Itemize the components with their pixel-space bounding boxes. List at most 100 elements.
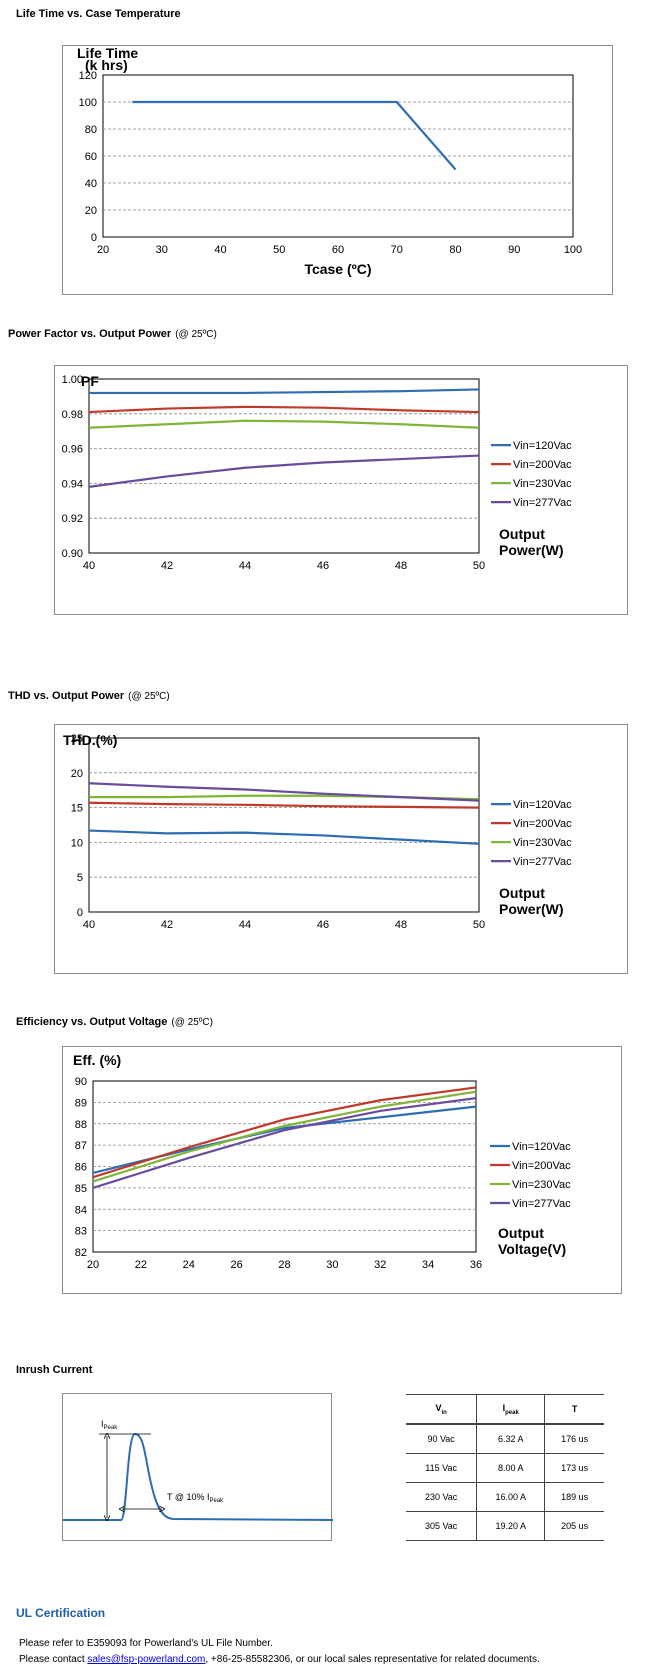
y-tick-label: 5 bbox=[77, 872, 83, 884]
inrush-section-title: Inrush Current bbox=[16, 1364, 92, 1376]
legend-label: Vin=277Vac bbox=[513, 497, 572, 509]
inrush-waveform-box: IPeak T @ 10% IPeak bbox=[62, 1393, 334, 1542]
legend-label: Vin=120Vac bbox=[512, 1141, 571, 1153]
x-tick-label: 34 bbox=[422, 1259, 434, 1271]
legend-label: Vin=277Vac bbox=[513, 856, 572, 868]
y-tick-label: 0.90 bbox=[62, 548, 83, 560]
y-tick-label: 89 bbox=[75, 1097, 87, 1109]
series-line bbox=[89, 388, 480, 395]
x-tick-label: 48 bbox=[395, 560, 407, 572]
ipeak-label: IPeak bbox=[101, 1419, 118, 1431]
legend-label: Vin=120Vac bbox=[513, 440, 572, 452]
series-line bbox=[92, 1086, 477, 1179]
contact-prefix: Please contact bbox=[19, 1654, 88, 1665]
y-tick-label: 87 bbox=[75, 1140, 87, 1152]
x-axis-label: Tcase (ºC) bbox=[304, 261, 371, 277]
plot-area bbox=[88, 737, 480, 913]
x-tick-label: 100 bbox=[564, 244, 582, 256]
x-tick-label: 24 bbox=[183, 1259, 195, 1271]
eff-title-text: Efficiency vs. Output Voltage bbox=[16, 1016, 168, 1028]
legend-label: Vin=230Vac bbox=[512, 1179, 571, 1191]
legend-label: Vin=277Vac bbox=[512, 1198, 571, 1210]
legend-label: Vin=200Vac bbox=[513, 818, 572, 830]
x-tick-label: 90 bbox=[508, 244, 520, 256]
pf-title-condition: (@ 25ºC) bbox=[175, 329, 217, 340]
series-line bbox=[88, 454, 480, 488]
x-tick-label: 50 bbox=[273, 244, 285, 256]
series-line bbox=[88, 782, 480, 802]
thd-title-condition: (@ 25ºC) bbox=[128, 691, 170, 702]
inrush-table-header-row: Vin Ipeak T bbox=[406, 1394, 604, 1424]
table-row: 115 Vac 8.00 A 173 us bbox=[406, 1453, 604, 1483]
y-tick-label: 10 bbox=[71, 837, 83, 849]
x-tick-label: 50 bbox=[473, 560, 485, 572]
header-ipeak: Ipeak bbox=[476, 1394, 546, 1424]
cell-t: 205 us bbox=[561, 1521, 589, 1531]
ul-contact-text: Please contact sales@fsp-powerland.com, … bbox=[19, 1654, 540, 1665]
cell-t: 173 us bbox=[561, 1463, 589, 1473]
ul-file-number-text: Please refer to E359093 for Powerland's … bbox=[19, 1638, 273, 1649]
x-tick-label: 40 bbox=[214, 244, 226, 256]
x-tick-label: 22 bbox=[135, 1259, 147, 1271]
y-tick-label: 0.96 bbox=[62, 444, 83, 456]
y-axis-label: PF bbox=[81, 373, 99, 389]
series-line bbox=[92, 1097, 477, 1189]
t-label: T @ 10% IPeak bbox=[167, 1492, 224, 1504]
y-tick-label: 15 bbox=[71, 803, 83, 815]
y-axis-label: Life Time (k hrs) bbox=[77, 45, 138, 73]
header-t: T bbox=[571, 1404, 578, 1414]
y-tick-label: 25 bbox=[71, 733, 83, 745]
y-tick-label: 0 bbox=[91, 232, 97, 244]
cell-t: 176 us bbox=[561, 1434, 589, 1444]
x-tick-label: 70 bbox=[391, 244, 403, 256]
x-tick-label: 40 bbox=[83, 919, 95, 931]
x-tick-label: 20 bbox=[87, 1259, 99, 1271]
x-tick-label: 46 bbox=[317, 919, 329, 931]
ul-certification-title: UL Certification bbox=[16, 1606, 106, 1620]
series-line bbox=[88, 405, 480, 414]
legend-label: Vin=200Vac bbox=[513, 459, 572, 471]
inrush-table: Vin Ipeak T 90 Vac 6.32 A 176 us 115 Vac… bbox=[406, 1394, 604, 1541]
series-line bbox=[88, 801, 480, 809]
sales-email-link[interactable]: sales@fsp-powerland.com bbox=[87, 1654, 206, 1665]
y-tick-label: 90 bbox=[75, 1076, 87, 1088]
thd-chart-box: 0 5 10 15 20 25 40 42 44 46 48 50 THD.(%) Output Power… bbox=[54, 724, 628, 974]
y-tick-label: 88 bbox=[75, 1119, 87, 1131]
x-tick-label: 50 bbox=[473, 919, 485, 931]
life-section-title: Life Time vs. Case Temperature bbox=[16, 8, 181, 20]
series-line bbox=[92, 1090, 477, 1183]
y-tick-label: 0.98 bbox=[62, 409, 83, 421]
inrush-waveform: IPeak T @ 10% IPeak bbox=[63, 1419, 334, 1542]
y-tick-label: 120 bbox=[79, 70, 97, 82]
table-row: 90 Vac 6.32 A 176 us bbox=[406, 1424, 604, 1454]
pf-title-text: Power Factor vs. Output Power bbox=[8, 328, 172, 340]
x-tick-label: 28 bbox=[278, 1259, 290, 1271]
y-tick-label: 83 bbox=[75, 1226, 87, 1238]
eff-chart-box: 82 83 84 85 86 87 88 89 90 20 22 24 26 28 30 32 34 36 Eff.… bbox=[62, 1046, 622, 1294]
y-tick-label: 0 bbox=[77, 907, 83, 919]
x-tick-label: 42 bbox=[161, 919, 173, 931]
y-tick-label: 100 bbox=[79, 97, 97, 109]
pf-section-title: Power Factor vs. Output Power (@ 25ºC) bbox=[8, 328, 217, 340]
x-tick-label: 30 bbox=[156, 244, 168, 256]
series-line bbox=[132, 100, 457, 171]
legend-label: Vin=230Vac bbox=[513, 837, 572, 849]
thd-title-text: THD vs. Output Power bbox=[8, 690, 125, 702]
y-axis-label: THD.(%) bbox=[63, 732, 117, 748]
table-row: 230 Vac 16.00 A 189 us bbox=[406, 1482, 604, 1512]
x-axis-label: Output Voltage(V) bbox=[498, 1225, 566, 1257]
contact-suffix: , +86-25-85582306, or our local sales re… bbox=[205, 1654, 540, 1665]
cell-ipeak: 6.32 A bbox=[476, 1424, 546, 1454]
thd-chart: 0 5 10 15 20 25 40 42 44 46 48 50 THD.(%) Output Power… bbox=[63, 732, 572, 931]
series-line bbox=[88, 419, 480, 429]
y-tick-label: 60 bbox=[85, 151, 97, 163]
y-tick-label: 20 bbox=[71, 768, 83, 780]
y-tick-label: 84 bbox=[75, 1204, 87, 1216]
legend-label: Vin=120Vac bbox=[513, 799, 572, 811]
cell-vin: 305 Vac bbox=[406, 1511, 478, 1541]
pf-chart: 0.90 0.92 0.94 0.96 0.98 1.00 40 42 44 46 48 50 PF Ou… bbox=[62, 373, 573, 572]
thd-section-title: THD vs. Output Power (@ 25ºC) bbox=[8, 690, 170, 702]
y-tick-label: 0.94 bbox=[62, 478, 83, 490]
x-axis-label: Output Power(W) bbox=[499, 885, 564, 917]
